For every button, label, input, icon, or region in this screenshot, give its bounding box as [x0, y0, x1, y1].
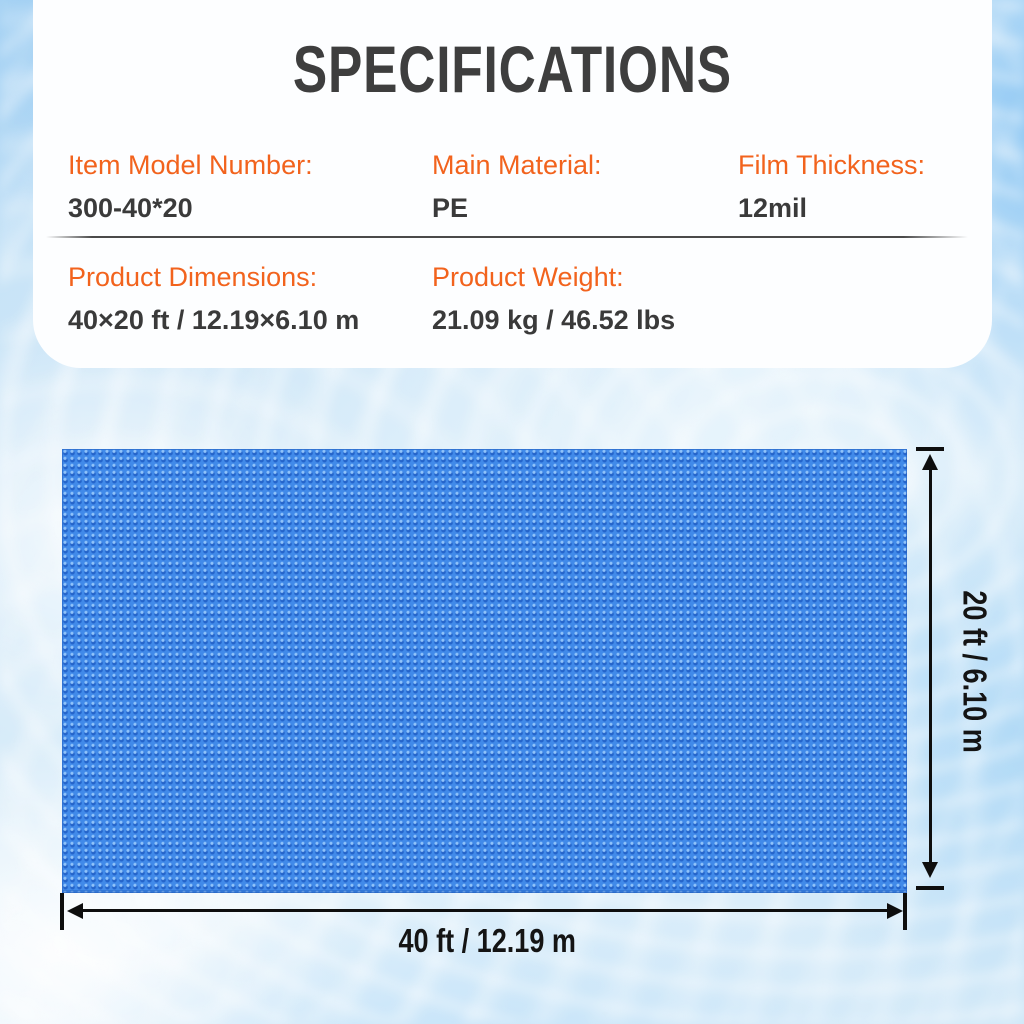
height-dim-line [929, 468, 932, 864]
width-dim-left-tick [60, 893, 64, 930]
height-dim-bottom-tick [916, 886, 944, 890]
spec-item-main-material: Main Material: PE [432, 148, 602, 226]
card-divider [46, 236, 968, 238]
arrow-up-icon [922, 454, 938, 470]
spec-value: 21.09 kg / 46.52 lbs [432, 305, 676, 336]
spec-label: Item Model Number: [68, 150, 313, 180]
spec-value: 300-40*20 [68, 193, 193, 224]
height-dim-label: 20 ft / 6.10 m [956, 522, 994, 822]
spec-label: Main Material: [432, 150, 602, 180]
width-dim-line [81, 909, 889, 912]
spec-value: 12mil [738, 193, 808, 224]
spec-item-product-dimensions: Product Dimensions: 40×20 ft / 12.19×6.1… [68, 260, 359, 338]
arrow-right-icon [887, 903, 903, 919]
arrow-left-icon [67, 903, 83, 919]
specs-card [33, 0, 992, 368]
spec-value: PE [432, 193, 469, 224]
spec-label: Product Weight: [432, 262, 624, 292]
spec-item-model-number: Item Model Number: 300-40*20 [68, 148, 313, 226]
width-dim-right-tick [903, 893, 907, 930]
spec-value: 40×20 ft / 12.19×6.10 m [68, 305, 360, 336]
height-dim-label-text: 20 ft / 6.10 m [956, 590, 994, 753]
page-title: SPECIFICATIONS [0, 36, 1024, 102]
spec-label: Product Dimensions: [68, 262, 318, 292]
pool-cover-image [62, 449, 907, 893]
spec-item-product-weight: Product Weight: 21.09 kg / 46.52 lbs [432, 260, 675, 338]
arrow-down-icon [922, 862, 938, 878]
width-dim-label-text: 40 ft / 12.19 m [398, 922, 576, 959]
spec-label: Film Thickness: [738, 150, 926, 180]
height-dim-top-tick [916, 447, 944, 451]
page-title-text: SPECIFICATIONS [292, 32, 732, 106]
spec-item-film-thickness: Film Thickness: 12mil [738, 148, 925, 226]
width-dim-label: 40 ft / 12.19 m [287, 924, 687, 957]
